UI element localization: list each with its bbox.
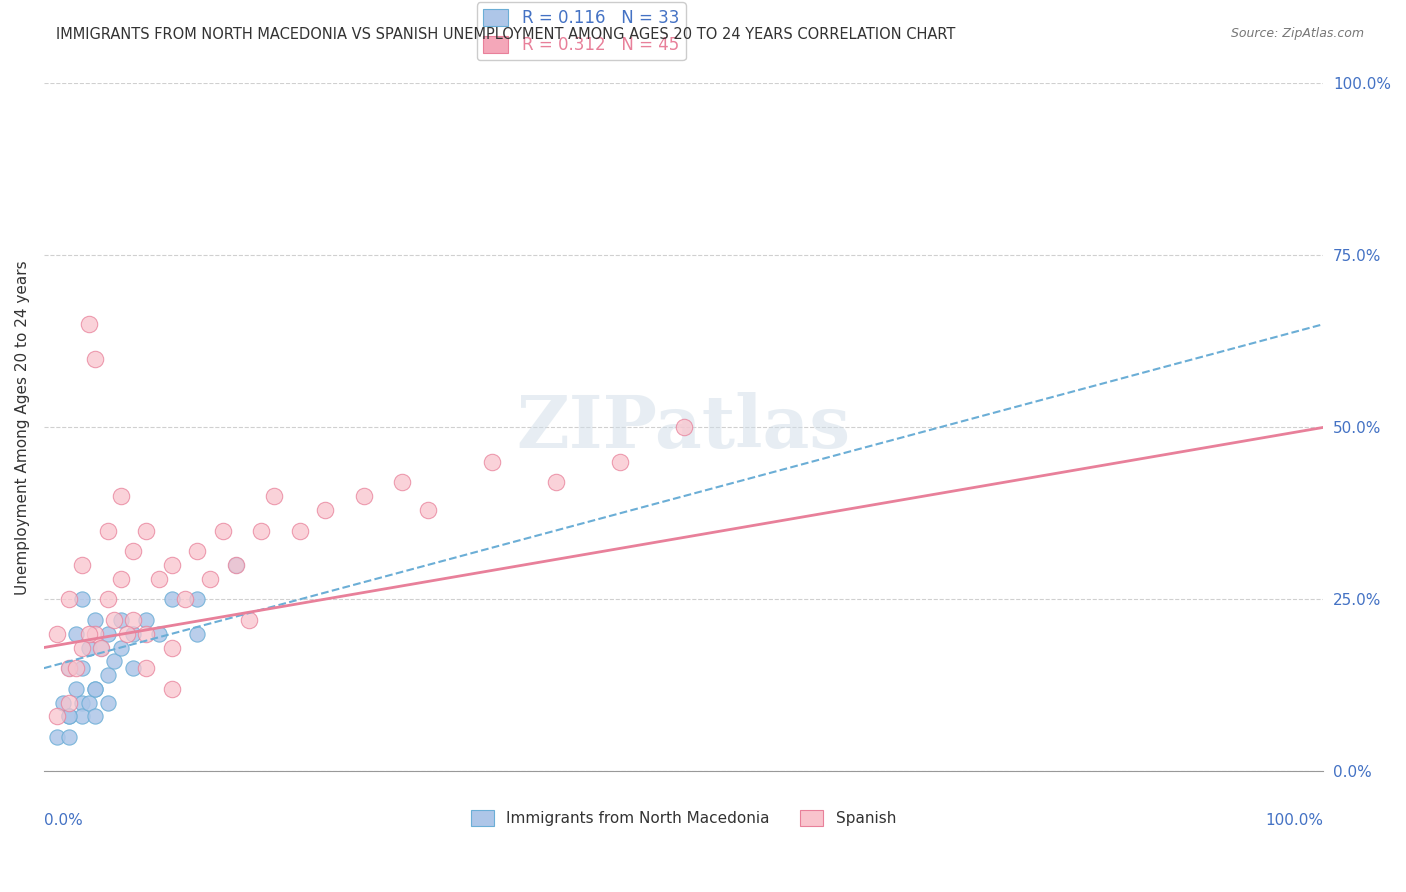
- Point: [353, 489, 375, 503]
- Point: [103, 654, 125, 668]
- Point: [45, 627, 67, 641]
- Point: [84, 627, 107, 641]
- Point: [391, 475, 413, 490]
- Point: [45, 730, 67, 744]
- Point: [58, 696, 80, 710]
- Point: [58, 730, 80, 744]
- Point: [84, 613, 107, 627]
- Y-axis label: Unemployment Among Ages 20 to 24 years: Unemployment Among Ages 20 to 24 years: [15, 260, 30, 595]
- Point: [84, 351, 107, 366]
- Point: [58, 709, 80, 723]
- Point: [416, 503, 439, 517]
- Point: [212, 524, 235, 538]
- Point: [115, 627, 138, 641]
- Point: [72, 696, 94, 710]
- Point: [135, 627, 157, 641]
- Point: [135, 524, 157, 538]
- Point: [148, 627, 170, 641]
- Point: [609, 455, 631, 469]
- Point: [97, 696, 120, 710]
- Point: [65, 627, 87, 641]
- Point: [90, 640, 112, 655]
- Point: [65, 661, 87, 675]
- Point: [160, 681, 183, 696]
- Point: [672, 420, 695, 434]
- Point: [45, 709, 67, 723]
- Point: [72, 558, 94, 572]
- Point: [200, 572, 222, 586]
- Text: Source: ZipAtlas.com: Source: ZipAtlas.com: [1230, 27, 1364, 40]
- Point: [263, 489, 285, 503]
- Point: [148, 572, 170, 586]
- Point: [225, 558, 247, 572]
- Point: [160, 640, 183, 655]
- Point: [97, 524, 120, 538]
- Point: [84, 709, 107, 723]
- Point: [72, 640, 94, 655]
- Point: [544, 475, 567, 490]
- Legend: Immigrants from North Macedonia, Spanish: Immigrants from North Macedonia, Spanish: [465, 805, 903, 832]
- Point: [97, 592, 120, 607]
- Point: [110, 640, 132, 655]
- Point: [160, 592, 183, 607]
- Point: [110, 613, 132, 627]
- Point: [122, 613, 145, 627]
- Point: [110, 489, 132, 503]
- Point: [250, 524, 273, 538]
- Text: IMMIGRANTS FROM NORTH MACEDONIA VS SPANISH UNEMPLOYMENT AMONG AGES 20 TO 24 YEAR: IMMIGRANTS FROM NORTH MACEDONIA VS SPANI…: [56, 27, 956, 42]
- Point: [186, 544, 208, 558]
- Point: [314, 503, 336, 517]
- Point: [84, 681, 107, 696]
- Point: [103, 613, 125, 627]
- Point: [135, 661, 157, 675]
- Point: [72, 709, 94, 723]
- Point: [122, 627, 145, 641]
- Point: [97, 668, 120, 682]
- Point: [77, 696, 100, 710]
- Point: [97, 627, 120, 641]
- Point: [58, 661, 80, 675]
- Point: [52, 696, 75, 710]
- Point: [72, 592, 94, 607]
- Point: [84, 681, 107, 696]
- Point: [135, 613, 157, 627]
- Point: [72, 661, 94, 675]
- Point: [58, 709, 80, 723]
- Point: [77, 317, 100, 331]
- Point: [77, 627, 100, 641]
- Point: [186, 627, 208, 641]
- Point: [58, 592, 80, 607]
- Point: [77, 640, 100, 655]
- Point: [481, 455, 503, 469]
- Text: 100.0%: 100.0%: [1265, 813, 1323, 828]
- Text: ZIPatlas: ZIPatlas: [516, 392, 851, 463]
- Point: [238, 613, 260, 627]
- Point: [288, 524, 311, 538]
- Point: [186, 592, 208, 607]
- Point: [160, 558, 183, 572]
- Point: [225, 558, 247, 572]
- Point: [173, 592, 195, 607]
- Point: [122, 544, 145, 558]
- Point: [110, 572, 132, 586]
- Point: [90, 640, 112, 655]
- Point: [122, 661, 145, 675]
- Text: 0.0%: 0.0%: [44, 813, 83, 828]
- Point: [58, 661, 80, 675]
- Point: [65, 681, 87, 696]
